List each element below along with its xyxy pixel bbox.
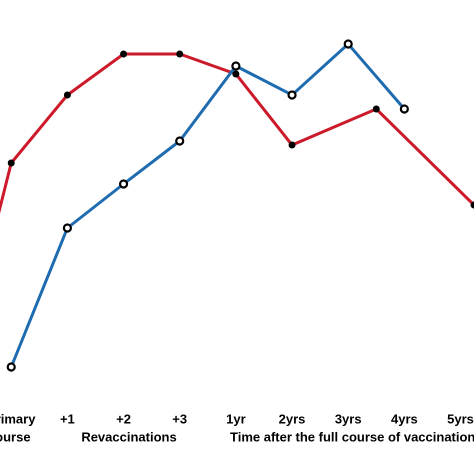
x-tick-label: 5yrs <box>447 411 474 426</box>
point-marker <box>7 159 15 167</box>
point-marker <box>118 179 129 189</box>
series-line <box>9 41 406 368</box>
x-tick-label: 1yr <box>226 411 246 426</box>
point-marker <box>399 104 409 114</box>
series-line <box>0 52 474 214</box>
group-label: Revaccinations <box>81 429 176 444</box>
group-label: course <box>0 429 31 444</box>
x-tick-label: +1 <box>60 411 75 426</box>
point-marker <box>120 50 128 58</box>
point-marker <box>62 223 72 233</box>
x-tick-label: +3 <box>172 411 187 426</box>
point-marker <box>372 105 380 113</box>
point-marker <box>231 61 241 71</box>
x-tick-label: Primary <box>0 411 36 426</box>
point-marker <box>176 50 184 58</box>
point-marker <box>175 136 185 146</box>
point-marker <box>232 70 240 78</box>
point-marker <box>287 90 297 100</box>
x-tick-label: 4yrs <box>391 411 418 426</box>
x-tick-label: 3yrs <box>335 411 362 426</box>
group-label: Time after the full course of vaccinatio… <box>230 429 474 444</box>
x-tick-label: +2 <box>116 411 131 426</box>
point-marker <box>288 141 296 149</box>
point-marker <box>63 91 71 99</box>
point-marker <box>6 362 16 372</box>
point-marker <box>470 201 474 209</box>
x-tick-label: 2yrs <box>279 411 306 426</box>
point-marker <box>343 39 353 49</box>
